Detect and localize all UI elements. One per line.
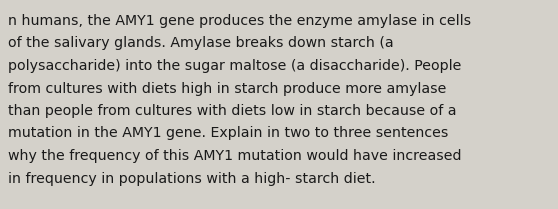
Text: from cultures with diets high in starch produce more amylase: from cultures with diets high in starch … [8, 82, 446, 96]
Text: than people from cultures with diets low in starch because of a: than people from cultures with diets low… [8, 104, 456, 118]
Text: why the frequency of this AMY1 mutation would have increased: why the frequency of this AMY1 mutation … [8, 149, 461, 163]
Text: polysaccharide) into the sugar maltose (a disaccharide). People: polysaccharide) into the sugar maltose (… [8, 59, 461, 73]
Text: mutation in the AMY1 gene. Explain in two to three sentences: mutation in the AMY1 gene. Explain in tw… [8, 126, 449, 140]
Text: of the salivary glands. Amylase breaks down starch (a: of the salivary glands. Amylase breaks d… [8, 37, 393, 51]
Text: n humans, the AMY1 gene produces the enzyme amylase in cells: n humans, the AMY1 gene produces the enz… [8, 14, 471, 28]
Text: in frequency in populations with a high- starch diet.: in frequency in populations with a high-… [8, 172, 376, 186]
